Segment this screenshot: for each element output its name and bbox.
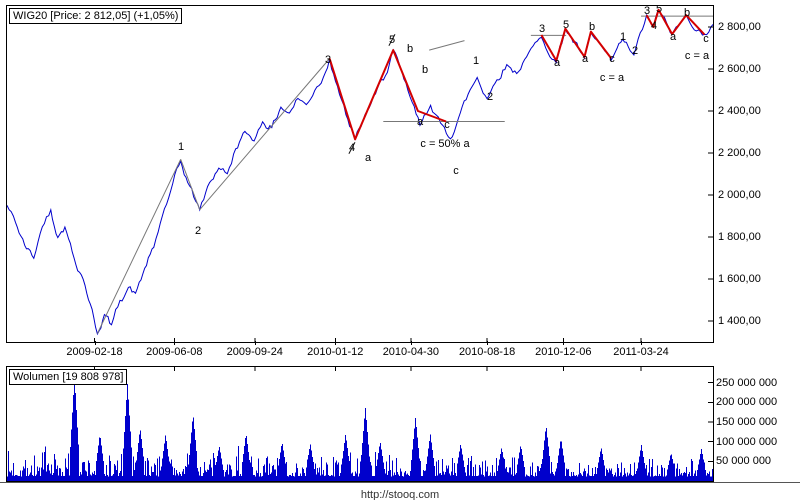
trendline xyxy=(96,159,182,334)
price-line-series xyxy=(7,8,713,336)
date-tick-mark xyxy=(410,341,412,345)
date-tick-mark xyxy=(254,341,256,345)
date-axis-label: 2009-06-08 xyxy=(146,346,203,358)
date-axis-label: 2010-12-06 xyxy=(535,346,592,358)
date-tick-mark xyxy=(640,341,642,345)
price-axis-tick-label: 1 800,00 xyxy=(718,231,761,243)
price-axis-tick-label: 1 600,00 xyxy=(718,273,761,285)
date-axis-label: 2009-09-24 xyxy=(226,346,283,358)
date-tick-mark xyxy=(563,341,565,345)
date-axis-label: 2011-03-24 xyxy=(613,346,669,358)
date-tick-mark xyxy=(94,341,96,345)
date-axis-label: 2010-04-30 xyxy=(382,346,439,358)
elliott-wave-line xyxy=(540,27,613,62)
trendline xyxy=(429,40,465,51)
price-chart-canvas xyxy=(7,8,713,342)
date-axis-label: 2010-01-12 xyxy=(307,346,364,358)
price-axis-tick-label: 2 800,00 xyxy=(718,21,761,33)
price-axis-tick-label: 2 000,00 xyxy=(718,189,761,201)
price-axis-tick-label: 2 200,00 xyxy=(718,147,761,159)
date-axis-label: 2010-08-18 xyxy=(458,346,516,358)
volume-axis-tick-label: 100 000 000 xyxy=(716,435,778,448)
trendline xyxy=(180,159,201,210)
date-tick-mark xyxy=(335,341,337,345)
volume-panel: Wolumen [19 808 978] xyxy=(6,366,714,482)
volume-axis-tick-label: 50 000 000 xyxy=(716,455,772,468)
price-axis-tick-label: 2 400,00 xyxy=(718,105,761,117)
date-tick-mark xyxy=(487,341,489,345)
footer: http://stooq.com xyxy=(0,485,800,500)
volume-bars xyxy=(7,378,713,481)
volume-axis-tick-label: 200 000 000 xyxy=(716,396,778,409)
price-axis-tick-label: 1 400,00 xyxy=(718,315,761,327)
date-axis-label: 2009-02-18 xyxy=(66,346,123,358)
elliott-wave-line xyxy=(328,49,447,141)
footer-divider xyxy=(0,482,800,483)
volume-panel-title: Wolumen [19 808 978] xyxy=(9,369,128,385)
elliott-wave-line xyxy=(645,8,706,36)
price-axis-tick-label: 2 600,00 xyxy=(718,63,761,75)
date-tick-mark xyxy=(174,341,176,345)
volume-axis-tick-label: 250 000 000 xyxy=(716,376,778,389)
price-panel-title: WIG20 [Price: 2 812,05] (+1,05%) xyxy=(9,8,183,24)
volume-chart-canvas xyxy=(7,367,713,481)
source-link[interactable]: http://stooq.com xyxy=(360,489,440,500)
trendline xyxy=(199,58,331,211)
volume-axis-tick-label: 150 000 000 xyxy=(716,416,778,429)
